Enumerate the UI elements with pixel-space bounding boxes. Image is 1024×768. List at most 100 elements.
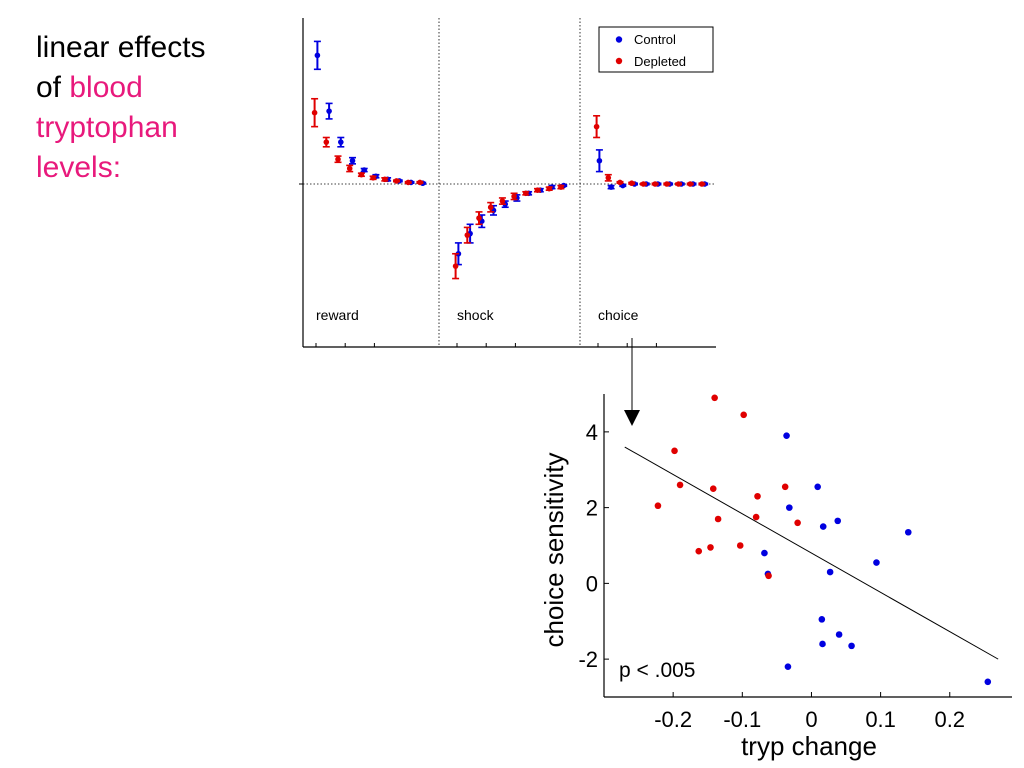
scatter-point-control — [834, 517, 842, 525]
scatter-point-depleted — [714, 515, 722, 523]
panel-reward-depleted-point — [346, 165, 353, 172]
scatter-point-control — [848, 642, 855, 650]
scatter-point-control — [984, 678, 992, 686]
scatter-y-tick-label: 0 — [586, 571, 598, 596]
scatter-x-tick-label: 0 — [805, 707, 817, 732]
scatter-x-tick-label: 0.1 — [865, 707, 896, 732]
scatter-point-depleted — [709, 485, 717, 492]
scatter-point-control — [783, 432, 790, 439]
panel-shock-depleted-point — [546, 185, 552, 192]
panel-shock-depleted-point — [511, 193, 517, 200]
regression-line — [624, 446, 999, 660]
scatter-point-control — [784, 663, 792, 670]
scatter-point-depleted — [740, 411, 747, 419]
slide-heading: linear effects of blood tryptophan levels: — [36, 28, 206, 188]
legend-label-control: Control — [634, 32, 676, 47]
panel-choice-depleted-point — [617, 179, 623, 186]
panel-shock-depleted-point — [558, 184, 564, 190]
scatter-point-control — [761, 549, 768, 557]
panel-choice-depleted-point — [652, 181, 658, 187]
panel-shock-depleted-point — [476, 215, 482, 221]
panel-shock-depleted-point — [452, 263, 459, 269]
scatter-point-control — [819, 640, 826, 648]
panel-shock-depleted-point — [464, 232, 471, 238]
scatter-point-control — [835, 631, 843, 638]
scatter-point-control — [826, 568, 834, 576]
scatter-x-axis-label: tryp change — [741, 731, 877, 761]
scatter-point-control — [814, 483, 821, 491]
scatter-chart: -0.2 -0.1 0 0.1 0.2 -2 0 2 4 p < .005 tryp chang… — [539, 394, 1012, 761]
panel-choice-depleted-point — [605, 175, 612, 181]
panel-choice-depleted-point — [664, 181, 670, 187]
panel-choice-depleted-point — [628, 180, 635, 187]
top-chart-marks: reward shock choice — [311, 40, 709, 347]
scatter-point-control — [818, 616, 826, 623]
scatter-point-depleted — [695, 547, 703, 555]
scatter-y-axis-label: choice sensitivity — [539, 452, 569, 647]
scatter-point-control — [786, 504, 793, 511]
panel-reward-control-point — [349, 157, 356, 164]
legend-marker-depleted — [615, 57, 623, 65]
panel-label-shock: shock — [457, 307, 495, 323]
heading-highlight-tryptophan: tryptophan — [36, 111, 178, 144]
panel-reward-control-point — [361, 167, 368, 173]
panel-reward-depleted-point — [405, 179, 412, 186]
scatter-point-depleted — [654, 502, 662, 510]
panel-label-choice: choice — [598, 307, 639, 323]
panel-reward-control-point — [314, 52, 321, 59]
panel-reward-depleted-point — [335, 156, 341, 162]
legend-label-depleted: Depleted — [634, 54, 686, 69]
panel-choice-depleted-point — [687, 181, 693, 187]
heading-line-1: linear effects — [36, 31, 206, 64]
panel-choice-depleted-point — [675, 181, 682, 187]
legend-marker-control — [615, 36, 623, 43]
scatter-y-tick-label: 4 — [586, 420, 598, 445]
scatter-point-depleted — [707, 544, 714, 551]
p-value-annotation: p < .005 — [619, 659, 695, 682]
arrow-head — [624, 410, 640, 426]
panel-reward-control-point — [338, 139, 344, 145]
panel-shock-depleted-point — [499, 198, 506, 204]
scatter-point-depleted — [676, 481, 684, 489]
panel-reward-depleted-point — [370, 175, 376, 181]
panel-shock-depleted-point — [487, 204, 494, 211]
scatter-point-depleted — [736, 542, 744, 549]
scatter-y-tick-label: -2 — [578, 647, 598, 672]
panel-reward-depleted-point — [311, 109, 318, 116]
coefficient-chart: reward shock choice Control Depleted — [299, 18, 716, 410]
panel-reward-depleted-point — [382, 176, 388, 183]
panel-reward-depleted-point — [393, 178, 400, 184]
scatter-x-tick-label: -0.1 — [723, 707, 761, 732]
panel-reward-depleted-point — [417, 179, 423, 186]
scatter-point-control — [819, 523, 827, 530]
panel-reward-control-point — [326, 108, 332, 114]
scatter-points — [654, 394, 992, 686]
panel-choice-depleted-point — [699, 181, 705, 187]
scatter-point-depleted — [754, 492, 761, 500]
legend: Control Depleted — [598, 26, 714, 73]
panel-choice-control-point — [596, 157, 603, 164]
panel-shock-depleted-point — [523, 190, 529, 197]
panel-choice-depleted-point — [593, 123, 600, 130]
scatter-point-control — [873, 559, 880, 566]
panel-choice-depleted-point — [640, 181, 647, 187]
heading-highlight-blood: blood — [69, 71, 143, 104]
panel-label-reward: reward — [316, 307, 359, 323]
legend-box — [598, 26, 714, 73]
panel-reward-depleted-point — [323, 139, 330, 145]
scatter-point-depleted — [765, 572, 772, 580]
scatter-point-control — [904, 528, 912, 536]
scatter-y-tick-label: 2 — [586, 496, 598, 521]
panel-reward-depleted-point — [358, 171, 365, 178]
heading-highlight-levels: levels: — [36, 151, 122, 184]
scatter-ticks: -0.2 -0.1 0 0.1 0.2 -2 0 2 4 — [578, 420, 965, 732]
scatter-point-depleted — [794, 519, 801, 527]
scatter-point-depleted — [752, 513, 760, 521]
panel-shock-depleted-point — [534, 187, 541, 193]
scatter-point-depleted — [781, 483, 789, 491]
heading-line-2-prefix: of — [36, 71, 62, 104]
panel-choice-control-point — [608, 184, 614, 190]
scatter-x-tick-label: -0.2 — [654, 707, 692, 732]
scatter-x-tick-label: 0.2 — [934, 707, 965, 732]
